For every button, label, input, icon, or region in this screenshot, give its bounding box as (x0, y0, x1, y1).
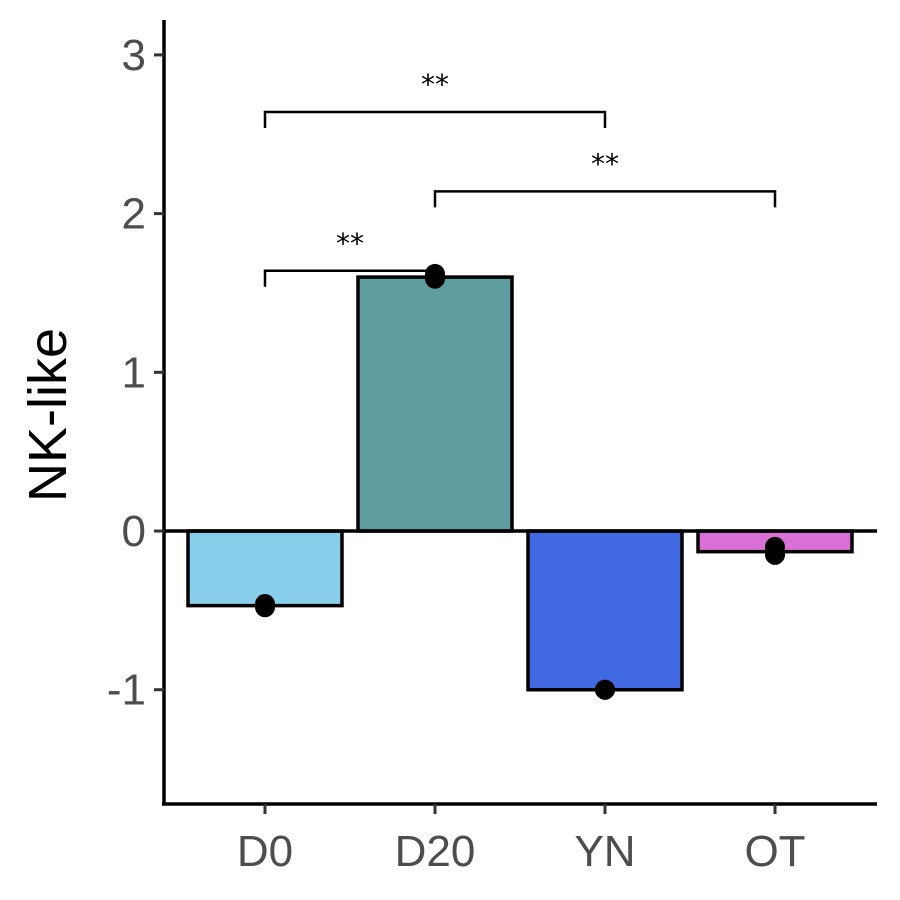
y-tick-label: 1 (122, 348, 146, 397)
significance-label: ** (421, 68, 449, 101)
y-tick-label: 0 (122, 507, 146, 556)
significance-bracket (433, 190, 777, 208)
bar-d0 (186, 529, 344, 608)
y-tick-label: -1 (107, 666, 146, 715)
significance-bracket (263, 269, 437, 287)
y-tick-label: 3 (122, 31, 146, 80)
bar-d20 (356, 275, 514, 533)
significance-bracket (263, 110, 607, 129)
x-tick-label: OT (744, 827, 805, 876)
significance-label: ** (591, 147, 619, 180)
y-tick-label: 2 (122, 190, 146, 239)
x-tick-label: D20 (395, 827, 476, 876)
data-point-d0-2 (255, 597, 275, 618)
x-tick-label: D0 (237, 827, 293, 876)
x-tick-label: YN (574, 827, 635, 876)
significance-label: ** (336, 227, 364, 260)
bar-yn (526, 529, 684, 692)
data-point-ot-2 (765, 544, 785, 565)
y-axis-title: NK-like (18, 328, 78, 502)
data-point-yn-2 (595, 679, 615, 700)
